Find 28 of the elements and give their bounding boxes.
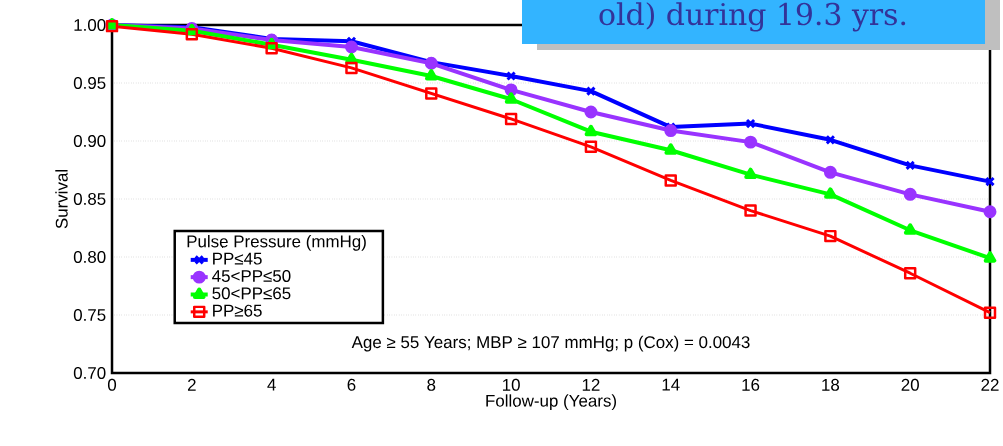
- x-tick-label: 18: [822, 378, 840, 391]
- legend-title: Pulse Pressure (mmHg): [187, 234, 366, 251]
- y-tick-label: 0.85: [73, 192, 106, 205]
- x-axis-title: Follow-up (Years): [486, 394, 616, 411]
- legend-label: 45<PP≤50: [212, 269, 291, 282]
- x-tick-label: 20: [901, 378, 919, 391]
- x-tick-label: 4: [267, 378, 276, 391]
- annotation: old) during 19.3 yrs.: [599, 2, 906, 32]
- x-tick-label: 6: [347, 378, 356, 391]
- x-tick-label: 8: [427, 378, 436, 391]
- annotation: Age ≥ 55 Years; MBP ≥ 107 mmHg; p (Cox) = 0.0043: [351, 335, 750, 352]
- x-tick-label: 22: [981, 378, 999, 391]
- legend-label: PP≤45: [213, 252, 262, 265]
- x-tick-label: 10: [502, 378, 520, 391]
- x-tick-label: 14: [662, 378, 680, 391]
- x-tick-label: 2: [187, 378, 196, 391]
- y-tick-label: 0.80: [73, 250, 106, 263]
- x-tick-label: 12: [582, 378, 600, 391]
- y-tick-label: 0.70: [73, 366, 106, 379]
- x-tick-label: 0: [107, 378, 117, 391]
- x-tick-label: 16: [742, 378, 760, 391]
- legend-label: PP≥65: [213, 304, 262, 317]
- y-tick-label: 0.95: [73, 76, 106, 89]
- y-tick-label: 0.75: [73, 308, 106, 321]
- legend-label: 50<PP≤65: [212, 287, 291, 300]
- y-tick-label: 0.90: [73, 134, 106, 147]
- y-axis-title: Survival: [55, 170, 68, 229]
- y-tick-label: 1.00: [74, 18, 106, 31]
